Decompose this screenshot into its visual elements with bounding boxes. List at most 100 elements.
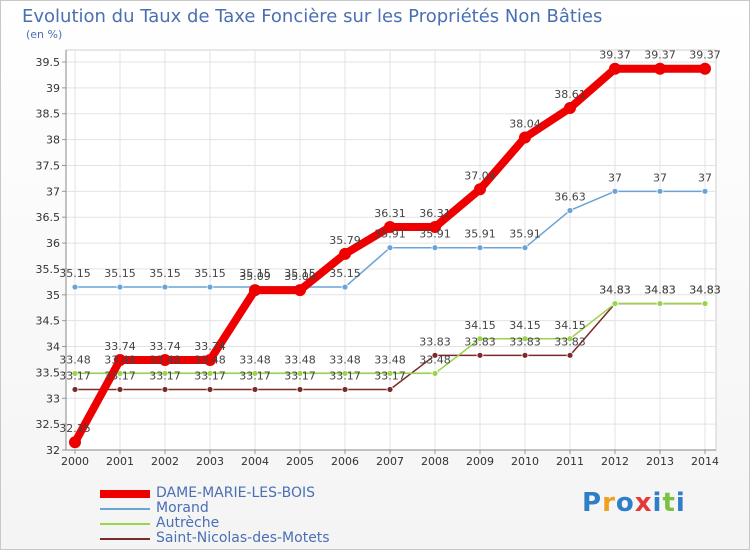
proxiti-logo: Proxiti: [582, 488, 686, 518]
x-tick-label: 2010: [511, 455, 539, 468]
legend-item-morand[interactable]: Morand: [100, 500, 360, 516]
data-label: 33.17: [329, 369, 361, 382]
data-point: [476, 335, 484, 343]
data-label: 39.37: [689, 49, 721, 62]
legend-label: Saint-Nicolas-des-Motets: [156, 530, 330, 546]
data-label: 34.83: [689, 284, 721, 297]
data-label: 33.17: [149, 369, 181, 382]
logo-letter: P: [582, 488, 603, 518]
data-point: [656, 300, 664, 307]
x-tick-label: 2011: [556, 455, 584, 468]
data-point: [161, 386, 169, 393]
data-label: 35.15: [149, 267, 181, 280]
data-label: 35.79: [329, 234, 361, 247]
x-tick-label: 2002: [151, 455, 179, 468]
y-tick-label: 36: [46, 237, 60, 250]
data-point: [251, 370, 259, 377]
legend-swatch-autreche: [100, 523, 150, 525]
data-point: [521, 351, 529, 359]
x-tick-label: 2007: [376, 455, 404, 468]
logo-letter: o: [615, 488, 635, 518]
data-point: [161, 370, 169, 377]
data-point: [339, 247, 351, 260]
data-label: 38.61: [554, 88, 586, 101]
data-point: [609, 62, 621, 75]
y-tick-label: 32.5: [36, 418, 61, 431]
data-point: [566, 335, 574, 343]
data-label: 35.15: [329, 267, 361, 280]
x-tick-label: 2012: [601, 455, 629, 468]
legend-item-dame-marie[interactable]: DAME-MARIE-LES-BOIS: [100, 485, 360, 501]
x-tick-label: 2004: [241, 455, 269, 468]
x-tick-label: 2003: [196, 455, 224, 468]
data-point: [701, 187, 709, 195]
x-tick-label: 2000: [61, 455, 89, 468]
logo-letter: t: [662, 488, 676, 518]
data-label: 33.48: [239, 353, 271, 366]
data-point: [384, 221, 396, 234]
data-point: [521, 335, 529, 343]
data-label: 33.17: [239, 369, 271, 382]
data-label: 33.48: [374, 353, 406, 366]
legend-swatch-morand: [100, 508, 150, 510]
data-label: 33.83: [554, 335, 586, 348]
data-point: [431, 370, 439, 377]
data-label: 35.09: [284, 270, 316, 283]
data-point: [386, 244, 394, 252]
data-label: 34.83: [689, 284, 721, 297]
data-point: [654, 62, 666, 75]
data-point: [159, 353, 171, 366]
data-point: [519, 131, 531, 144]
data-point: [431, 244, 439, 252]
data-point: [476, 351, 484, 359]
data-point: [206, 283, 214, 291]
data-point: [699, 62, 711, 75]
data-label: 34.83: [644, 284, 676, 297]
data-point: [341, 370, 349, 377]
data-label: 33.83: [464, 335, 496, 348]
data-point: [296, 370, 304, 377]
logo-letter: i: [675, 488, 686, 518]
y-tick-label: 38.5: [36, 108, 61, 121]
data-label: 33.17: [59, 369, 91, 382]
data-point: [611, 300, 619, 307]
data-point: [341, 386, 349, 393]
data-point: [656, 187, 664, 195]
data-point: [564, 102, 576, 115]
legend-item-autreche[interactable]: Autrèche: [100, 515, 360, 531]
data-point: [386, 370, 394, 377]
data-label: 32.15: [59, 422, 91, 435]
y-tick-label: 33.5: [36, 366, 61, 379]
data-point: [116, 386, 124, 393]
legend-swatch-saint-nicolas: [100, 538, 150, 540]
y-tick-label: 34: [46, 341, 60, 354]
data-label: 35.15: [239, 267, 271, 280]
data-label: 37: [653, 171, 667, 184]
data-label: 33.17: [284, 369, 316, 382]
data-label: 33.74: [104, 340, 136, 353]
data-point: [341, 283, 349, 291]
data-point: [701, 300, 709, 307]
data-label: 35.91: [419, 228, 451, 241]
data-label: 33.17: [104, 369, 136, 382]
x-tick-label: 2006: [331, 455, 359, 468]
data-label: 37.04: [464, 169, 496, 182]
data-label: 35.15: [284, 267, 316, 280]
data-label: 36.31: [374, 207, 406, 220]
chart-title: Evolution du Taux de Taxe Foncière sur l…: [22, 6, 603, 27]
x-tick-label: 2014: [691, 455, 719, 468]
data-label: 38.04: [509, 118, 541, 131]
legend-item-saint-nicolas[interactable]: Saint-Nicolas-des-Motets: [100, 530, 360, 546]
data-point: [249, 284, 261, 297]
data-label: 37: [608, 171, 622, 184]
x-tick-label: 2008: [421, 455, 449, 468]
data-label: 35.15: [194, 267, 226, 280]
data-label: 33.48: [284, 353, 316, 366]
data-label: 33.48: [329, 353, 361, 366]
data-label: 35.15: [104, 267, 136, 280]
data-point: [566, 207, 574, 214]
x-tick-label: 2009: [466, 455, 494, 468]
data-label: 39.37: [644, 49, 676, 62]
data-point: [114, 353, 126, 366]
data-point: [296, 386, 304, 393]
